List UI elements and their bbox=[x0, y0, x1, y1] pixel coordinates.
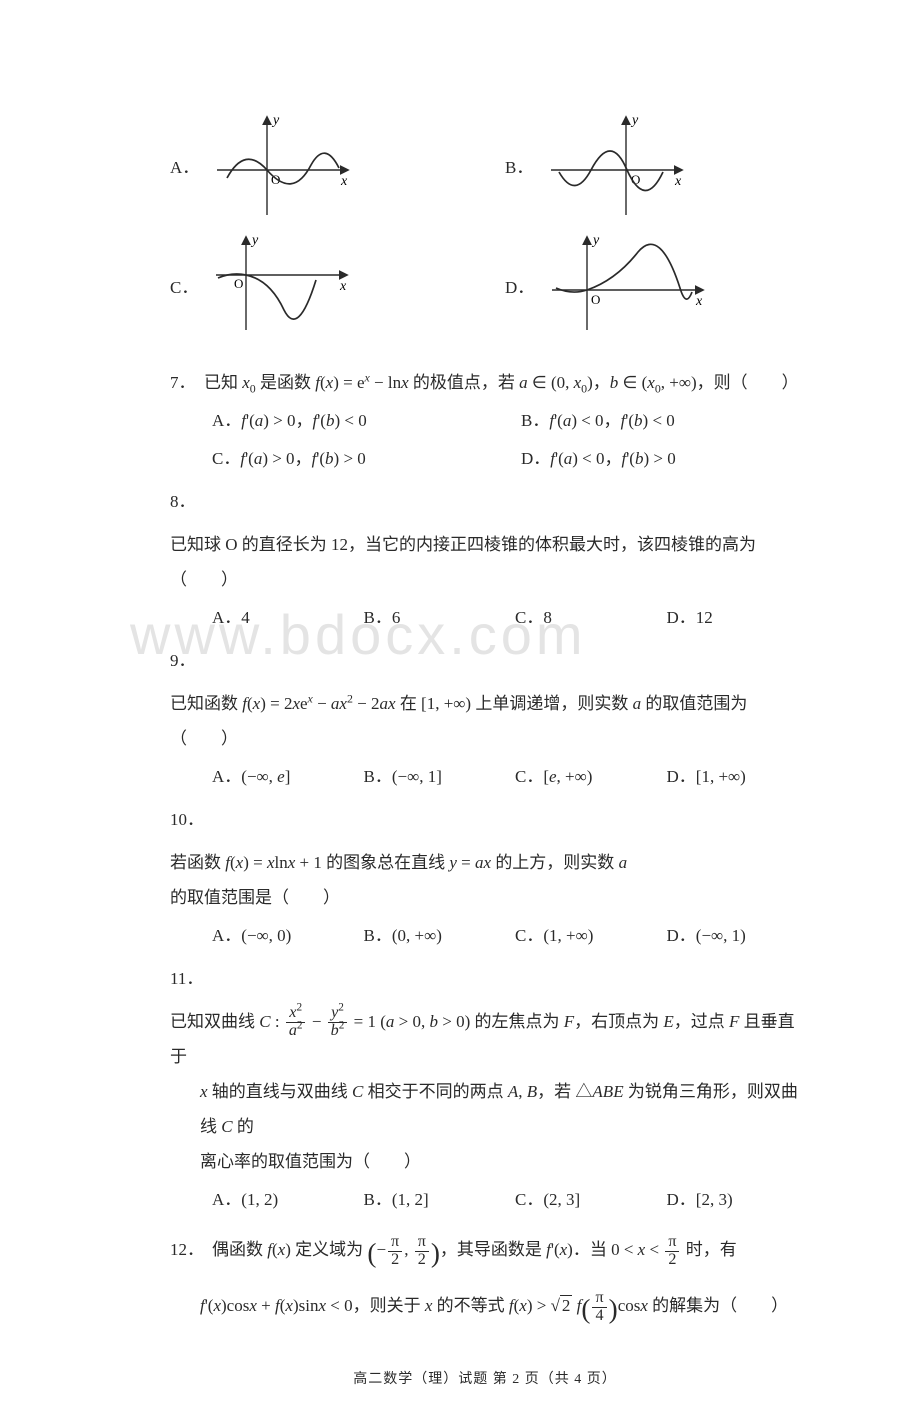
svg-text:O: O bbox=[591, 292, 600, 307]
q10-stem: 若函数 f(x) = xlnx + 1 的图象总在直线 y = ax 的上方，则… bbox=[170, 846, 800, 916]
svg-text:x: x bbox=[695, 294, 703, 309]
q9-stem: 已知函数 f(x) = 2xex − ax2 − 2ax 在 [1, +∞) 上… bbox=[170, 687, 800, 757]
q12-stem-1: 偶函数 f(x) 定义域为 (−π2, π2)，其导函数是 f'(x)．当 0 … bbox=[212, 1226, 737, 1282]
graph-a-icon: y O x bbox=[207, 110, 357, 220]
question-8: 8． 已知球 O 的直径长为 12，当它的内接正四棱锥的体积最大时，该四棱锥的高… bbox=[170, 485, 800, 634]
svg-text:x: x bbox=[674, 174, 682, 189]
q10-opt-d: D．(−∞, 1) bbox=[667, 920, 801, 952]
q8-options: A．4 B．6 C．8 D．12 bbox=[170, 602, 800, 634]
svg-text:O: O bbox=[234, 276, 243, 291]
question-12: 12． 偶函数 f(x) 定义域为 (−π2, π2)，其导函数是 f'(x)．… bbox=[170, 1226, 800, 1338]
q8-opt-b: B．6 bbox=[364, 602, 498, 634]
option-c: C． y O x bbox=[170, 230, 465, 340]
q12-stem-2: f'(x)cosx + f(x)sinx < 0，则关于 x 的不等式 f(x)… bbox=[200, 1282, 788, 1338]
q9-opt-c: C．[e, +∞) bbox=[515, 761, 649, 793]
q8-number: 8． bbox=[170, 485, 196, 520]
q9-opt-b: B．(−∞, 1] bbox=[364, 761, 498, 793]
q7-opt-a: A．f'(a) > 0，f'(b) < 0 bbox=[212, 405, 491, 437]
svg-text:x: x bbox=[340, 174, 348, 189]
q8-opt-c: C．8 bbox=[515, 602, 649, 634]
q11-number: 11． bbox=[170, 962, 203, 997]
svg-text:y: y bbox=[250, 233, 259, 248]
q11-stem-3: 离心率的取值范围为（ ） bbox=[200, 1145, 421, 1180]
q10-number: 10． bbox=[170, 803, 204, 838]
svg-text:y: y bbox=[591, 233, 600, 248]
graph-b-icon: y O x bbox=[541, 110, 691, 220]
q11-stem-1: 已知双曲线 C : x2a2 − y2b2 = 1 (a > 0, b > 0)… bbox=[170, 1005, 800, 1075]
graph-d-icon: y O x bbox=[542, 230, 712, 340]
svg-text:y: y bbox=[271, 113, 280, 128]
q8-opt-a: A．4 bbox=[212, 602, 346, 634]
question-7: 7． 已知 x0 是函数 f(x) = ex − lnx 的极值点，若 a ∈ … bbox=[170, 366, 800, 475]
q9-opt-a: A．(−∞, e] bbox=[212, 761, 346, 793]
q11-opt-b: B．(1, 2] bbox=[364, 1184, 498, 1216]
page-footer: 高二数学（理）试题 第 2 页（共 4 页） bbox=[170, 1368, 800, 1388]
option-d: D． y O x bbox=[505, 230, 800, 340]
q7-opt-b: B．f'(a) < 0，f'(b) < 0 bbox=[521, 405, 800, 437]
q9-opt-d: D．[1, +∞) bbox=[667, 761, 801, 793]
q11-opt-c: C．(2, 3] bbox=[515, 1184, 649, 1216]
q9-options: A．(−∞, e] B．(−∞, 1] C．[e, +∞) D．[1, +∞) bbox=[170, 761, 800, 793]
q6-graph-options: A． y O x B． y O x C． bbox=[170, 110, 800, 340]
option-b-label: B． bbox=[505, 153, 533, 178]
option-a: A． y O x bbox=[170, 110, 465, 220]
svg-text:x: x bbox=[339, 279, 347, 294]
q11-stem-2: x 轴的直线与双曲线 C 相交于不同的两点 A, B，若 △ABE 为锐角三角形… bbox=[200, 1075, 800, 1145]
q11-options: A．(1, 2) B．(1, 2] C．(2, 3] D．[2, 3) bbox=[170, 1184, 800, 1216]
q10-opt-b: B．(0, +∞) bbox=[364, 920, 498, 952]
q11-opt-d: D．[2, 3) bbox=[667, 1184, 801, 1216]
q11-opt-a: A．(1, 2) bbox=[212, 1184, 346, 1216]
option-b: B． y O x bbox=[505, 110, 800, 220]
q12-number: 12． bbox=[170, 1233, 204, 1268]
q7-opt-c: C．f'(a) > 0，f'(b) > 0 bbox=[212, 443, 491, 475]
q7-stem: 已知 x0 是函数 f(x) = ex − lnx 的极值点，若 a ∈ (0,… bbox=[204, 366, 799, 401]
question-9: 9． 已知函数 f(x) = 2xex − ax2 − 2ax 在 [1, +∞… bbox=[170, 644, 800, 793]
page: www.bdocx.com A． y O x B． y O x bbox=[0, 0, 920, 1428]
svg-text:y: y bbox=[630, 113, 639, 128]
question-10: 10． 若函数 f(x) = xlnx + 1 的图象总在直线 y = ax 的… bbox=[170, 803, 800, 952]
q10-opt-a: A．(−∞, 0) bbox=[212, 920, 346, 952]
q10-options: A．(−∞, 0) B．(0, +∞) C．(1, +∞) D．(−∞, 1) bbox=[170, 920, 800, 952]
q9-number: 9． bbox=[170, 644, 196, 679]
q7-opt-d: D．f'(a) < 0，f'(b) > 0 bbox=[521, 443, 800, 475]
q8-stem: 已知球 O 的直径长为 12，当它的内接正四棱锥的体积最大时，该四棱锥的高为（ … bbox=[170, 528, 800, 598]
q8-opt-d: D．12 bbox=[667, 602, 801, 634]
svg-text:O: O bbox=[271, 172, 280, 187]
q7-number: 7． bbox=[170, 366, 196, 401]
option-a-label: A． bbox=[170, 153, 199, 178]
question-11: 11． 已知双曲线 C : x2a2 − y2b2 = 1 (a > 0, b … bbox=[170, 962, 800, 1216]
q10-opt-c: C．(1, +∞) bbox=[515, 920, 649, 952]
graph-c-icon: y O x bbox=[206, 230, 356, 340]
q7-options: A．f'(a) > 0，f'(b) < 0 B．f'(a) < 0，f'(b) … bbox=[170, 405, 800, 476]
option-c-label: C． bbox=[170, 273, 198, 298]
option-d-label: D． bbox=[505, 273, 534, 298]
